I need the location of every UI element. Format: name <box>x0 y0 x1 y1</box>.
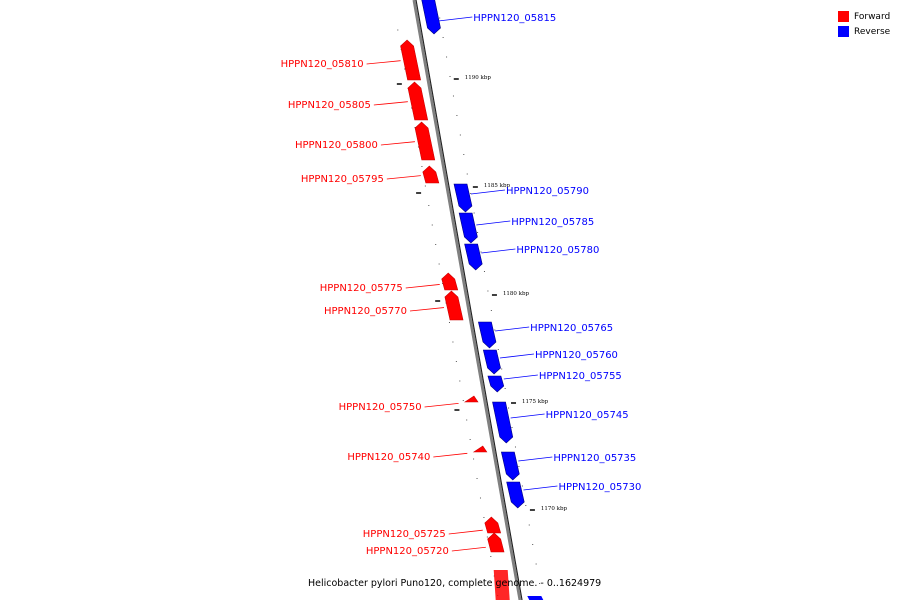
legend-reverse: Reverse <box>838 24 898 39</box>
gene-label[interactable]: HPPN120_05795 <box>301 174 384 185</box>
legend-forward-label: Forward <box>854 11 891 22</box>
kbp-scale-label: 1190 kbp <box>465 75 492 81</box>
gene-label[interactable]: HPPN120_05800 <box>295 140 378 151</box>
kbp-scale-label: 1175 kbp <box>522 399 549 405</box>
gene-label[interactable]: HPPN120_05765 <box>530 323 613 334</box>
forward-gene-arrow[interactable] <box>407 81 429 121</box>
gene-leader-line <box>495 326 530 332</box>
kbp-scale-label: 1170 kbp <box>541 506 568 512</box>
reverse-gene-arrow[interactable] <box>506 481 525 509</box>
gene-label[interactable]: HPPN120_05810 <box>281 59 364 70</box>
gene-label[interactable]: HPPN120_05720 <box>366 546 449 557</box>
gene-leader-line <box>481 248 516 254</box>
gene-leader-line <box>373 101 408 106</box>
gene-leader-line <box>518 456 553 462</box>
reverse-gene-arrow[interactable] <box>492 401 514 444</box>
gene-label[interactable]: HPPN120_05780 <box>516 245 599 256</box>
forward-gene-arrow[interactable] <box>441 272 459 291</box>
genome-caption: Helicobacter pylori Puno120, complete ge… <box>308 578 602 589</box>
gene-label[interactable]: HPPN120_05815 <box>473 13 556 24</box>
gene-label[interactable]: HPPN120_05755 <box>539 371 622 382</box>
gene-label[interactable]: HPPN120_05740 <box>347 452 430 463</box>
gene-label[interactable]: HPPN120_05805 <box>288 100 371 111</box>
gene-leader-line <box>476 220 511 226</box>
forward-gene-arrow[interactable] <box>463 395 479 403</box>
reverse-gene-arrow[interactable] <box>464 243 483 271</box>
reverse-gene-arrow[interactable] <box>527 596 544 600</box>
reverse-gene-arrow[interactable] <box>453 183 473 213</box>
legend-forward: Forward <box>838 9 898 24</box>
gene-label[interactable]: HPPN120_05785 <box>511 217 594 228</box>
gene-leader-line <box>380 141 415 146</box>
forward-gene-arrow[interactable] <box>400 39 422 81</box>
backbone-shadow <box>415 0 523 600</box>
gene-leader-line <box>451 546 486 552</box>
gene-leader-line <box>470 189 506 195</box>
gene-leader-line <box>386 175 421 180</box>
kbp-scale-label: 1185 kbp <box>484 183 511 189</box>
gene-label[interactable]: HPPN120_05750 <box>339 402 422 413</box>
kbp-scale-label: 1180 kbp <box>503 291 530 297</box>
forward-gene-arrow[interactable] <box>484 516 502 534</box>
gene-label[interactable]: HPPN120_05725 <box>363 529 446 540</box>
reverse-gene-arrow[interactable] <box>482 349 501 375</box>
gene-label[interactable]: HPPN120_05760 <box>535 350 618 361</box>
reverse-swatch <box>838 26 849 37</box>
gene-leader-line <box>433 452 468 458</box>
gene-leader-line <box>510 413 545 419</box>
forward-gene-arrow[interactable] <box>414 121 436 161</box>
forward-gene-arrow[interactable] <box>422 165 440 184</box>
gene-label[interactable]: HPPN120_05770 <box>324 306 407 317</box>
forward-gene-arrow[interactable] <box>444 290 464 321</box>
gene-leader-line <box>409 307 445 312</box>
gene-leader-line <box>366 60 401 65</box>
reverse-gene-arrow[interactable] <box>458 212 478 244</box>
legend-reverse-label: Reverse <box>854 26 891 37</box>
gene-label[interactable]: HPPN120_05745 <box>546 410 629 421</box>
legend: Forward Reverse <box>838 9 898 39</box>
reverse-gene-arrow[interactable] <box>500 451 520 481</box>
gene-label[interactable]: HPPN120_05790 <box>506 186 589 197</box>
forward-gene-arrow[interactable] <box>472 445 488 453</box>
forward-swatch <box>838 11 849 22</box>
gene-leader-line <box>424 402 459 408</box>
gene-leader-line <box>499 353 535 359</box>
forward-gene-arrow[interactable] <box>493 570 510 600</box>
gene-leader-line <box>523 485 558 491</box>
gene-leader-line <box>405 284 440 289</box>
gene-label[interactable]: HPPN120_05730 <box>558 482 641 493</box>
reverse-gene-arrow[interactable] <box>478 321 497 349</box>
genome-backbone <box>412 0 522 600</box>
gene-label[interactable]: HPPN120_05735 <box>553 453 636 464</box>
gene-label[interactable]: HPPN120_05775 <box>320 283 403 294</box>
reverse-gene-arrow[interactable] <box>487 375 505 393</box>
gene-leader-line <box>448 529 483 535</box>
gene-leader-line <box>438 16 473 22</box>
gene-leader-line <box>503 374 538 380</box>
forward-gene-arrow[interactable] <box>487 532 505 553</box>
reverse-gene-arrow[interactable] <box>420 0 441 35</box>
